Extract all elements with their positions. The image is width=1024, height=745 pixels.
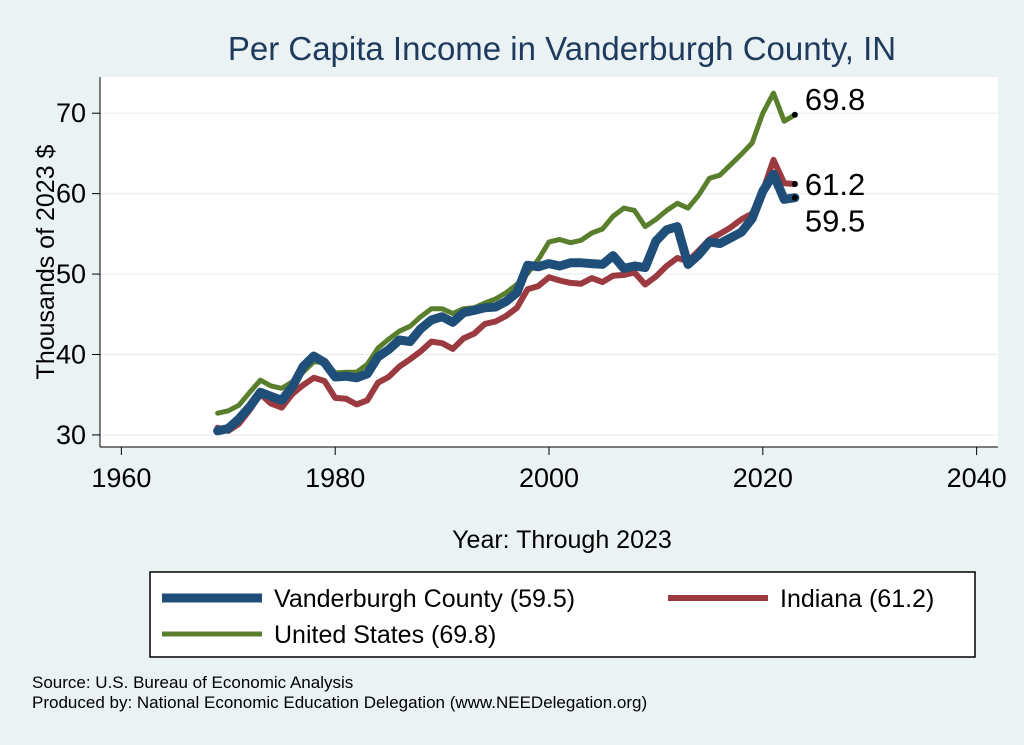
legend-label-vanderburgh: Vanderburgh County (59.5) xyxy=(274,585,575,613)
source-line: Source: U.S. Bureau of Economic Analysis xyxy=(32,673,353,692)
y-tick-label: 60 xyxy=(56,179,86,209)
end-label-vanderburgh: 59.5 xyxy=(805,204,865,239)
chart-title: Per Capita Income in Vanderburgh County,… xyxy=(228,30,896,67)
y-tick-label: 40 xyxy=(56,340,86,370)
series-lines xyxy=(213,90,800,436)
x-tick-label: 1960 xyxy=(91,463,151,493)
x-tick-label: 2020 xyxy=(733,463,793,493)
gridlines xyxy=(100,112,998,436)
legend-label-indiana: Indiana (61.2) xyxy=(780,585,934,613)
y-axis-ticks: 30 40 50 60 70 xyxy=(56,98,100,450)
x-axis-title: Year: Through 2023 xyxy=(452,526,672,554)
x-tick-label: 2040 xyxy=(947,463,1007,493)
x-tick-label: 2000 xyxy=(519,463,579,493)
x-axis-ticks: 1960 1980 2000 2020 2040 xyxy=(91,447,1007,493)
end-label-indiana: 61.2 xyxy=(805,167,865,202)
end-labels: 59.561.2 69.8 xyxy=(791,82,865,239)
y-tick-label: 30 xyxy=(56,420,86,450)
y-tick-label: 50 xyxy=(56,259,86,289)
y-axis-title: Thousands of 2023 $ xyxy=(32,144,60,379)
end-point-marker xyxy=(791,111,798,118)
end-point-marker xyxy=(791,194,798,201)
series-vanderburgh-line xyxy=(213,169,800,436)
legend: Vanderburgh County (59.5) Indiana (61.2)… xyxy=(149,571,976,658)
legend-label-us: United States (69.8) xyxy=(274,621,496,649)
produced-by-line: Produced by: National Economic Education… xyxy=(32,693,647,712)
end-label-us: 69.8 xyxy=(805,82,865,117)
y-tick-label: 70 xyxy=(56,98,86,128)
end-point-marker xyxy=(791,180,798,187)
x-tick-label: 1980 xyxy=(305,463,365,493)
legend-box xyxy=(149,571,976,658)
